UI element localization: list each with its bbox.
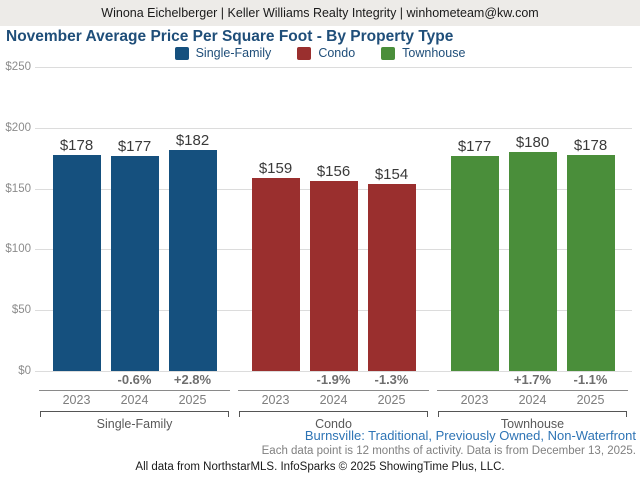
legend-label: Single-Family [195, 46, 272, 60]
bar-value-label: $159 [255, 159, 296, 177]
group-bracket [238, 411, 429, 417]
x-axis-year-label: 2025 [178, 393, 207, 407]
bar-column-single-family-2024: $177 [110, 67, 159, 371]
bar-value-label: $178 [56, 136, 97, 154]
legend-item-condo: Condo [297, 46, 355, 60]
axis-separator-line [38, 390, 231, 391]
gridline--200 [35, 127, 632, 129]
header-bar: Winona Eichelberger | Keller Williams Re… [0, 0, 640, 26]
pct-change-label [252, 372, 300, 388]
year-row: 2023 2024 2025 [252, 391, 416, 408]
gridline--250 [35, 67, 632, 68]
bar-column-townhouse-2023: $177 [450, 67, 499, 371]
pct-change-label: -0.6% [117, 372, 152, 387]
y-axis-tick--100: $100 [5, 243, 31, 256]
group-bracket [437, 411, 628, 417]
bar-value-label: $177 [114, 137, 155, 155]
bar-single-family-2024 [110, 155, 159, 371]
bar-column-condo-2024: $156 [309, 67, 358, 371]
page-title: November Average Price Per Square Foot -… [6, 28, 454, 45]
axis-group-condo: -1.9% -1.3% 2023 2024 2025 Condo [234, 372, 433, 431]
chart-legend: Single-Family Condo Townhouse [0, 46, 640, 60]
y-axis-tick--200: $200 [5, 121, 31, 134]
legend-swatch-townhouse [381, 46, 396, 60]
x-axis-year-label: 2025 [576, 393, 605, 407]
footer-data-note: Each data point is 12 months of activity… [261, 445, 636, 457]
legend-item-single-family: Single-Family [174, 46, 272, 60]
bar-townhouse-2024 [508, 152, 557, 371]
y-axis-tick--0: $0 [18, 365, 31, 377]
pct-change-label: -1.3% [374, 372, 409, 387]
legend-swatch-single-family [174, 46, 189, 60]
pct-change-label: -1.1% [573, 372, 608, 387]
pct-change-row: +1.7% -1.1% [451, 372, 615, 388]
plot-area: $0 $50 $100 $150 $200 $250 $178 $177 $182 $159 $15… [5, 61, 632, 377]
bar-column-townhouse-2025: $178 [566, 67, 615, 371]
bar-value-label: $156 [313, 163, 354, 181]
pct-change-label: +1.7% [513, 372, 552, 387]
x-axis-year-label: 2024 [120, 393, 149, 407]
year-row: 2023 2024 2025 [451, 391, 615, 408]
pct-change-label: +2.8% [173, 372, 212, 387]
bar-single-family-2025 [168, 149, 217, 371]
y-axis-tick--50: $50 [11, 304, 31, 317]
bar-value-label: $178 [570, 136, 611, 154]
x-axis-year-label: 2024 [319, 393, 348, 407]
bar-condo-2023 [251, 177, 300, 371]
bar-column-single-family-2025: $182 [168, 67, 217, 371]
group-bracket [39, 411, 230, 417]
y-axis-tick--150: $150 [5, 182, 31, 195]
axis-group-single-family: -0.6% +2.8% 2023 2024 2025 Single-Family [35, 372, 234, 431]
x-axis: -0.6% +2.8% 2023 2024 2025 Single-Family -1.9%… [35, 372, 632, 431]
bar-condo-2025 [367, 183, 416, 371]
x-axis-year-label: 2025 [377, 393, 406, 407]
legend-item-townhouse: Townhouse [381, 46, 465, 60]
x-axis-year-label: 2023 [62, 393, 91, 407]
bar-townhouse-2025 [566, 154, 615, 371]
bar-groups: $178 $177 $182 $159 $156 $154 $177 $180 $178 [35, 67, 632, 371]
x-axis-year-label: 2023 [261, 393, 290, 407]
pct-change-row: -0.6% +2.8% [53, 372, 217, 388]
y-axis-tick--250: $250 [5, 61, 31, 73]
x-axis-year-label: 2023 [460, 393, 489, 407]
bar-townhouse-2023 [450, 155, 499, 371]
x-axis-year-label: 2024 [518, 393, 547, 407]
pct-change-label: -1.9% [316, 372, 351, 387]
bar-value-label: $154 [371, 165, 412, 183]
gridline--0 [35, 371, 632, 372]
footer-attribution: All data from NorthstarMLS. InfoSparks ©… [135, 461, 505, 473]
legend-label: Townhouse [402, 46, 466, 60]
bar-value-label: $180 [512, 134, 553, 152]
group-label-single-family: Single-Family [96, 417, 173, 431]
legend-label: Condo [318, 46, 356, 60]
bar-column-condo-2023: $159 [251, 67, 300, 371]
group-label-townhouse: Townhouse [500, 417, 565, 431]
bar-group-single-family: $178 $177 $182 [35, 67, 234, 371]
bar-column-townhouse-2024: $180 [508, 67, 557, 371]
axis-separator-line [436, 390, 629, 391]
pct-change-label [53, 372, 101, 388]
footer-location-filters: Burnsville: Traditional, Previously Owne… [304, 428, 636, 443]
bar-condo-2024 [309, 181, 358, 371]
bar-value-label: $182 [172, 131, 213, 149]
axis-separator-line [237, 390, 430, 391]
axis-group-townhouse: +1.7% -1.1% 2023 2024 2025 Townhouse [433, 372, 632, 431]
bar-column-condo-2025: $154 [367, 67, 416, 371]
bar-single-family-2023 [52, 154, 101, 371]
bar-group-condo: $159 $156 $154 [234, 67, 433, 371]
group-label-condo: Condo [315, 417, 352, 431]
bar-group-townhouse: $177 $180 $178 [433, 67, 632, 371]
pct-change-label [451, 372, 499, 388]
bar-column-single-family-2023: $178 [52, 67, 101, 371]
agent-branding-text: Winona Eichelberger | Keller Williams Re… [101, 6, 539, 20]
pct-change-row: -1.9% -1.3% [252, 372, 416, 388]
bar-value-label: $177 [454, 137, 495, 155]
year-row: 2023 2024 2025 [53, 391, 217, 408]
legend-swatch-condo [297, 46, 312, 60]
